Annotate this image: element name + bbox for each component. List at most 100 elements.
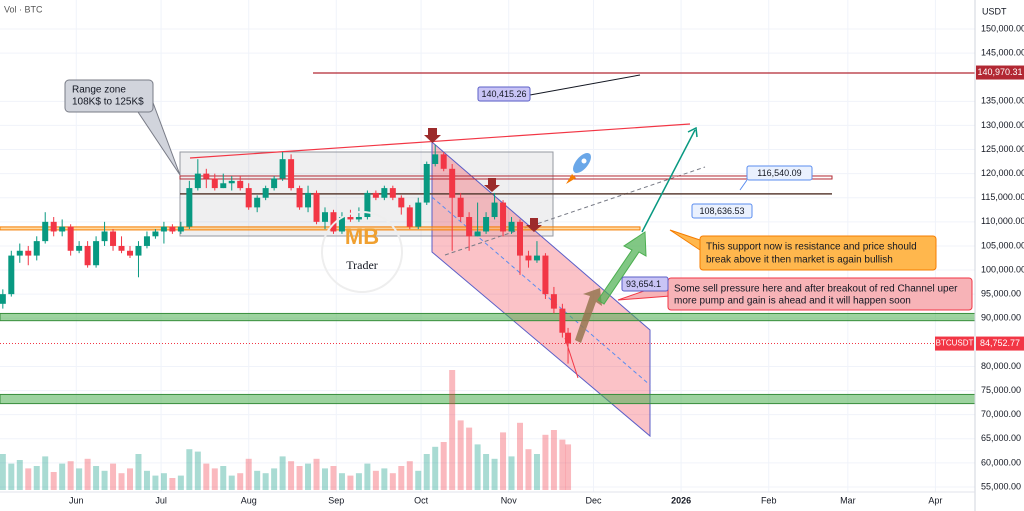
candle-body <box>550 294 557 309</box>
candle-body <box>0 294 6 304</box>
arrow <box>597 231 647 305</box>
candle-body <box>423 163 430 203</box>
candle-body <box>381 188 388 198</box>
candle-body <box>16 250 23 256</box>
volume-bar <box>355 473 362 490</box>
candle-body <box>533 255 540 261</box>
volume-bar <box>186 449 193 490</box>
candle-body <box>305 192 312 208</box>
volume-bar <box>347 475 354 490</box>
y-tick-label: 105,000.00 <box>981 240 1024 250</box>
x-tick-label: Jun <box>69 495 84 505</box>
candle-body <box>245 188 252 208</box>
volume-bar <box>245 458 252 490</box>
volume-bar <box>220 466 227 490</box>
callout-line <box>529 74 641 96</box>
candle-body <box>483 217 490 232</box>
note-text: Some sell pressure here and after breako… <box>674 284 958 295</box>
volume-bar <box>466 427 473 490</box>
currency: USDT <box>982 6 1007 16</box>
volume-bar <box>143 470 150 490</box>
candle-body <box>211 178 218 189</box>
volume-bar <box>483 454 490 490</box>
y-tick-label: 100,000.00 <box>981 264 1024 274</box>
candle-body <box>118 245 125 251</box>
plot <box>0 144 572 490</box>
x-tick-label: Oct <box>414 495 429 505</box>
callout-box <box>621 276 669 292</box>
volume-bar <box>406 461 413 490</box>
candle-body <box>220 183 227 189</box>
price-box <box>976 336 1024 351</box>
price-box <box>976 65 1024 80</box>
candle-body <box>152 231 159 237</box>
callout-box <box>477 86 531 102</box>
note-text: 108K$ to 125K$ <box>72 97 144 108</box>
price-axis <box>975 0 1024 511</box>
rocket-icon <box>566 153 591 184</box>
price-label: 140,970.31 <box>977 67 1022 77</box>
candle-body <box>135 245 142 256</box>
path-line <box>564 337 579 379</box>
candle-body <box>288 159 295 189</box>
candle-body <box>296 188 303 208</box>
volume-bar <box>76 468 83 490</box>
volume-bar <box>440 442 447 490</box>
logo-sub: Trader <box>346 258 378 272</box>
y-tick-label: 135,000.00 <box>981 96 1024 106</box>
candle-body <box>8 255 15 295</box>
candle-body <box>279 159 286 179</box>
volume-bar <box>565 444 572 490</box>
candle-body <box>338 217 345 232</box>
candle-body <box>177 226 184 232</box>
candle-body <box>355 217 362 220</box>
volume-bar <box>169 478 176 490</box>
volume-bar <box>67 461 74 490</box>
candle-body <box>254 197 261 208</box>
note-text: break above it then market is again bull… <box>706 255 893 266</box>
y-tick-label: 75,000.00 <box>981 385 1021 395</box>
volume-bar <box>25 468 32 490</box>
y-tick-label: 65,000.00 <box>981 433 1021 443</box>
y-tick-label: 110,000.00 <box>981 216 1024 226</box>
y-tick-label: 60,000.00 <box>981 457 1021 467</box>
volume-bar <box>389 473 396 490</box>
volume-bar <box>152 475 159 490</box>
volume-bar <box>110 463 117 490</box>
volume-bar <box>288 461 295 490</box>
candle-body <box>101 231 108 242</box>
candle-body <box>59 226 66 232</box>
x-tick-label: Jul <box>155 495 167 505</box>
candle-body <box>271 178 278 189</box>
note-box <box>699 235 937 271</box>
candle-body <box>565 332 572 344</box>
volume-bar <box>177 475 184 490</box>
axis-labels: 55,000.00 60,000.00 65,000.00 70,000.00 75,0… <box>69 23 1024 505</box>
note-pointer <box>669 229 701 251</box>
volume-bar <box>305 463 312 490</box>
x-tick-label: Nov <box>501 495 518 505</box>
volume-bar <box>135 454 142 490</box>
candle-body <box>93 241 100 266</box>
candle-body <box>398 197 405 208</box>
candle-body <box>169 226 176 232</box>
volume-bar <box>423 454 430 490</box>
candle-body <box>194 173 201 189</box>
candle-body <box>322 212 328 222</box>
note-box <box>64 79 154 113</box>
y-tick-label: 125,000.00 <box>981 144 1024 154</box>
y-tick-label: 80,000.00 <box>981 361 1021 371</box>
note-text: This support now is resistance and price… <box>706 242 917 253</box>
volume-bar <box>550 430 557 490</box>
volume-bar <box>59 463 66 490</box>
volume-bar <box>101 470 108 490</box>
volume-bar <box>330 466 337 490</box>
x-tick-label: Dec <box>585 495 602 505</box>
logo: MB <box>345 224 379 249</box>
price-label: 84,752.77 <box>980 338 1020 348</box>
volume-bar <box>313 458 320 490</box>
callout-line <box>739 179 748 191</box>
candle-body <box>84 245 91 266</box>
support-zone <box>0 393 976 405</box>
candle-body <box>508 221 515 232</box>
